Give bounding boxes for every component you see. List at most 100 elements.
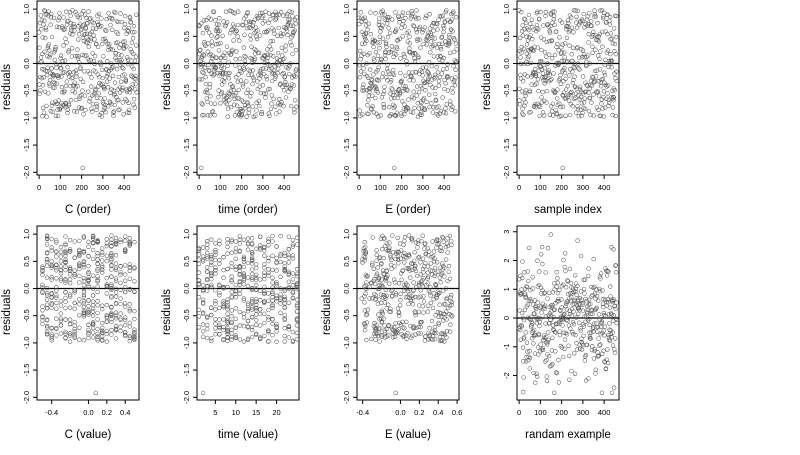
data-point xyxy=(362,328,368,333)
data-point xyxy=(387,113,393,119)
data-point xyxy=(54,293,59,298)
data-point xyxy=(254,312,259,317)
data-point xyxy=(118,311,123,316)
data-point xyxy=(586,31,591,37)
data-point xyxy=(100,258,105,263)
data-point xyxy=(258,335,263,340)
data-point xyxy=(237,271,242,277)
data-point xyxy=(274,282,279,287)
data-point xyxy=(122,39,127,44)
data-point xyxy=(537,319,542,324)
data-point xyxy=(127,15,133,20)
data-point xyxy=(103,109,108,115)
data-point xyxy=(389,266,394,271)
data-point xyxy=(131,102,136,107)
data-point xyxy=(265,55,270,60)
data-point xyxy=(585,318,591,323)
y-tick-label: 1.0 xyxy=(502,4,511,14)
outlier-point xyxy=(199,165,204,171)
x-tick-label: 400 xyxy=(118,183,131,192)
data-point xyxy=(520,106,525,111)
data-point xyxy=(573,332,578,338)
data-point xyxy=(249,296,255,302)
data-point xyxy=(528,298,533,304)
data-point xyxy=(613,306,618,312)
data-point xyxy=(587,322,592,328)
data-point xyxy=(86,330,91,335)
data-point xyxy=(120,85,125,91)
data-point xyxy=(270,78,275,84)
data-point xyxy=(247,19,252,24)
data-point xyxy=(599,390,605,395)
data-point xyxy=(67,267,73,272)
data-point xyxy=(122,25,127,31)
data-point xyxy=(576,311,581,317)
y-tick-label: 0.0 xyxy=(502,58,511,68)
data-point xyxy=(404,58,409,64)
data-point xyxy=(421,294,426,299)
data-point xyxy=(558,81,563,87)
data-point xyxy=(58,264,64,269)
data-point xyxy=(44,305,50,311)
data-point xyxy=(378,292,384,297)
data-point xyxy=(213,307,218,312)
data-point xyxy=(434,260,440,265)
data-point xyxy=(225,266,230,272)
data-point xyxy=(202,53,207,58)
data-point xyxy=(104,241,109,246)
data-point xyxy=(59,90,65,95)
data-point xyxy=(540,301,545,306)
data-point xyxy=(99,16,104,21)
data-point xyxy=(517,98,522,103)
data-point xyxy=(266,328,271,333)
data-point xyxy=(232,102,237,107)
data-point xyxy=(562,316,567,321)
data-point xyxy=(447,329,453,334)
data-point xyxy=(531,341,536,346)
data-point xyxy=(216,41,221,47)
data-point xyxy=(110,64,116,69)
data-point xyxy=(241,315,247,320)
x-tick-label: 100 xyxy=(54,183,67,192)
data-point xyxy=(213,298,218,304)
data-point xyxy=(55,113,61,118)
data-point xyxy=(294,330,300,336)
data-point xyxy=(394,44,399,50)
panel-5: -0.4 0.0 0.2 0.41.00.50.0-0.5-1.0-1.5-2.0C … xyxy=(1,225,140,441)
data-point xyxy=(580,74,586,79)
data-point xyxy=(96,91,101,96)
data-point xyxy=(594,305,599,310)
data-point xyxy=(362,294,367,299)
data-point xyxy=(274,268,279,273)
data-point xyxy=(95,331,100,337)
data-point xyxy=(452,78,457,83)
data-point xyxy=(63,290,68,295)
data-point xyxy=(104,283,109,289)
data-point xyxy=(526,27,531,33)
data-point xyxy=(41,22,46,27)
data-point xyxy=(529,314,534,320)
data-point xyxy=(68,83,73,89)
data-point xyxy=(539,310,544,315)
data-point xyxy=(579,336,584,341)
data-point xyxy=(605,297,610,302)
y-tick-label: 0.5 xyxy=(502,31,511,41)
data-point xyxy=(443,106,448,111)
data-point xyxy=(441,67,446,72)
data-point xyxy=(552,281,557,286)
data-point xyxy=(89,19,95,24)
data-point xyxy=(547,290,552,295)
data-point xyxy=(564,301,569,306)
data-point xyxy=(379,26,384,31)
data-point xyxy=(398,256,404,261)
data-point xyxy=(132,332,137,337)
data-point xyxy=(48,109,53,114)
data-point xyxy=(384,275,389,280)
data-point xyxy=(105,85,111,90)
data-point xyxy=(570,329,575,335)
data-point xyxy=(258,323,263,328)
y-tick-label: -0.5 xyxy=(22,309,31,322)
data-point xyxy=(529,323,534,328)
data-point xyxy=(290,32,295,38)
